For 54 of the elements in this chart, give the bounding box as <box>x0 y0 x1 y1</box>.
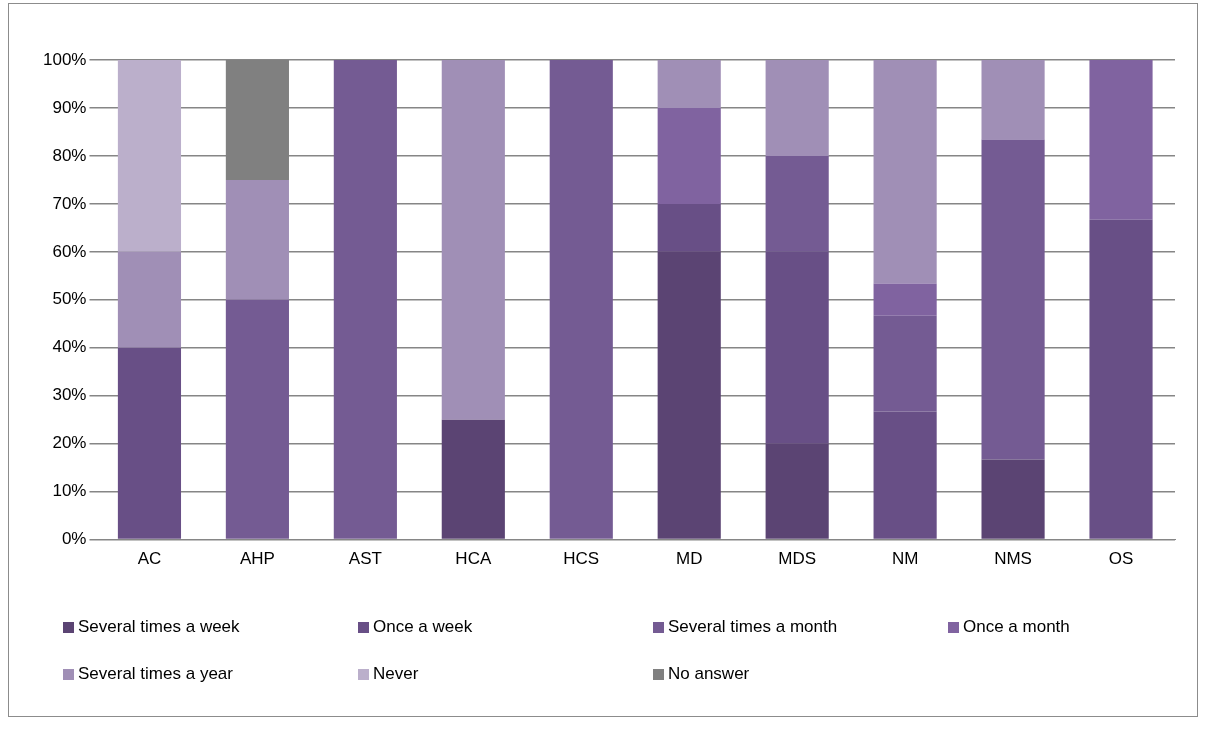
bar <box>225 299 289 539</box>
bar <box>657 203 721 252</box>
bar <box>981 139 1045 460</box>
bar <box>981 459 1045 539</box>
bar <box>1089 219 1153 539</box>
y-tick-label: 30% <box>52 385 87 405</box>
y-tick-label: 70% <box>52 193 87 213</box>
y-tick-label: 80% <box>52 145 87 165</box>
bar <box>333 60 397 539</box>
bar <box>1089 60 1153 220</box>
y-tick-label: 50% <box>52 289 87 309</box>
y-tick-label: 20% <box>52 433 87 453</box>
legend-label: Several times a week <box>78 617 240 637</box>
x-tick-label: MD <box>675 549 703 569</box>
legend-label: Once a week <box>373 617 473 637</box>
bar <box>873 315 937 412</box>
y-tick-label: 40% <box>52 337 87 357</box>
y-tick-label: 0% <box>61 529 87 549</box>
bar <box>657 107 721 204</box>
bar <box>765 155 829 252</box>
y-tick-label: 60% <box>52 241 87 261</box>
y-tick-label: 100% <box>43 49 87 69</box>
bar <box>657 60 721 108</box>
bar <box>441 60 505 420</box>
legend-label: Once a month <box>963 617 1070 637</box>
bar <box>765 60 829 156</box>
x-tick-label: OS <box>1108 549 1134 569</box>
bar <box>549 60 613 539</box>
bar <box>765 443 829 539</box>
x-tick-label: NM <box>891 549 919 569</box>
bar <box>225 179 289 300</box>
x-tick-label: HCS <box>563 549 600 569</box>
legend-label: No answer <box>668 664 750 684</box>
x-tick-label: AST <box>348 549 382 569</box>
bar <box>765 251 829 444</box>
bar <box>873 283 937 316</box>
bar <box>873 60 937 284</box>
legend-label: Several times a year <box>78 664 233 684</box>
bar <box>441 419 505 539</box>
x-tick-label: AC <box>137 549 162 569</box>
bar <box>657 251 721 539</box>
bar <box>117 251 182 348</box>
bar <box>117 60 182 252</box>
legend-label: Several times a month <box>668 617 838 637</box>
legend-label: Never <box>373 664 419 684</box>
y-tick-label: 90% <box>52 97 87 117</box>
bar <box>873 411 937 539</box>
bar <box>117 347 182 539</box>
x-tick-label: NMS <box>994 549 1032 569</box>
bar <box>981 60 1045 140</box>
x-tick-label: AHP <box>239 549 275 569</box>
x-tick-label: HCA <box>455 549 492 569</box>
y-tick-label: 10% <box>52 481 87 501</box>
x-tick-label: MDS <box>778 549 817 569</box>
